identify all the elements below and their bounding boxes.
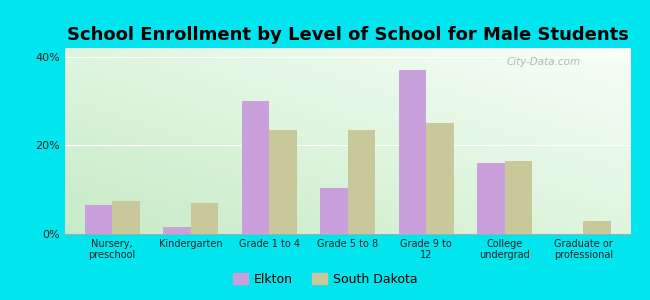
Bar <box>269 130 296 234</box>
Bar <box>477 163 505 234</box>
Title: School Enrollment by Level of School for Male Students: School Enrollment by Level of School for… <box>67 26 629 44</box>
Bar <box>112 201 140 234</box>
Bar <box>348 130 375 234</box>
Bar <box>426 123 454 234</box>
Bar <box>399 70 426 234</box>
Bar <box>163 227 190 234</box>
Bar <box>242 101 269 234</box>
Legend: Elkton, South Dakota: Elkton, South Dakota <box>227 268 422 291</box>
Bar <box>190 203 218 234</box>
Bar <box>84 205 112 234</box>
Bar <box>584 221 611 234</box>
Text: City-Data.com: City-Data.com <box>506 57 580 67</box>
Bar <box>320 188 348 234</box>
Bar <box>505 161 532 234</box>
